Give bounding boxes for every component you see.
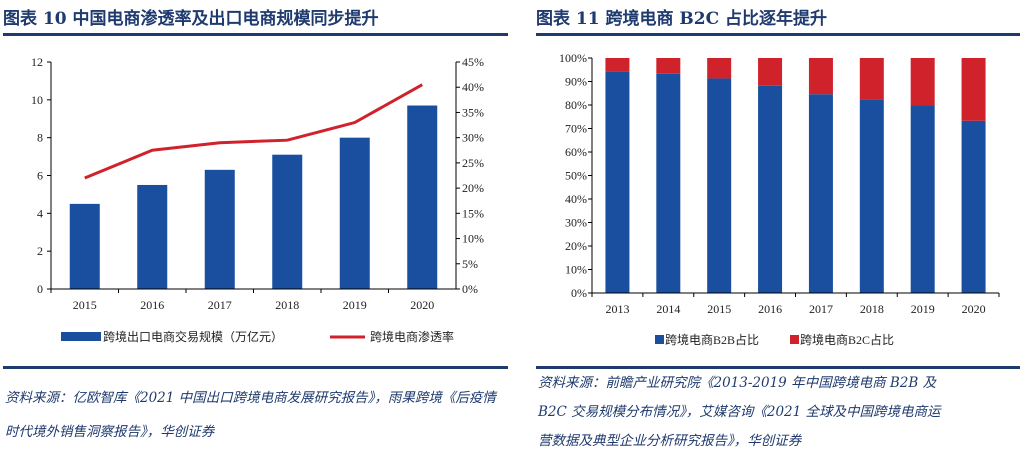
- bar-trade-scale: [407, 105, 438, 289]
- bar-b2b: [961, 120, 986, 294]
- right-y-tick-label: 45%: [462, 55, 484, 69]
- x-tick-label: 2018: [860, 302, 884, 316]
- bar-b2c: [605, 58, 630, 72]
- x-tick-label: 2020: [962, 302, 986, 316]
- left-y-tick-label: 2: [37, 244, 43, 258]
- bar-trade-scale: [339, 137, 370, 289]
- right-y-tick-label: 35%: [462, 105, 484, 119]
- y-tick-label: 30%: [565, 216, 587, 230]
- bar-b2c: [910, 58, 935, 106]
- left-source: 资料来源：亿欧智库《2021 中国出口跨境电商发展研究报告》，雨果跨境《后疫情时…: [5, 390, 496, 440]
- right-source-line: B2C 交易规模分布情况》，艾媒咨询《2021 全球及中国跨境电商运: [538, 404, 941, 420]
- x-tick-label: 2017: [809, 302, 833, 316]
- left-y-tick-label: 0: [37, 282, 43, 296]
- right-header-rule: [536, 33, 1020, 36]
- bar-trade-scale: [137, 184, 168, 289]
- y-tick-label: 60%: [565, 145, 587, 159]
- right-source-line: 资料来源：前瞻产业研究院《2013-2019 年中国跨境电商 B2B 及: [538, 375, 937, 391]
- legend-label-line: 跨境电商渗透率: [370, 329, 454, 344]
- bar-trade-scale: [272, 154, 303, 289]
- bar-b2c: [758, 58, 783, 86]
- left-y-tick-label: 12: [31, 55, 43, 69]
- bar-b2b: [808, 94, 833, 293]
- x-tick-label: 2013: [605, 302, 629, 316]
- bar-trade-scale: [69, 203, 100, 289]
- bar-b2c: [656, 58, 681, 74]
- bar-b2b: [859, 99, 884, 293]
- left-y-tick-label: 8: [37, 131, 43, 145]
- y-tick-label: 70%: [565, 122, 587, 136]
- x-tick-label: 2015: [707, 302, 731, 316]
- left-y-tick-label: 6: [37, 169, 43, 183]
- right-chart-title: 图表 11 跨境电商 B2C 占比逐年提升: [536, 9, 828, 29]
- x-tick-label: 2020: [410, 298, 434, 312]
- bar-b2b: [707, 78, 732, 293]
- legend-label-b2b: 跨境电商B2B占比: [665, 332, 759, 347]
- x-tick-label: 2016: [758, 302, 782, 316]
- right-y-tick-label: 15%: [462, 206, 484, 220]
- y-tick-label: 50%: [565, 169, 587, 183]
- left-y-tick-label: 4: [37, 206, 43, 220]
- y-tick-label: 40%: [565, 192, 587, 206]
- line-penetration-rate: [84, 83, 423, 180]
- legend-swatch-bar: [61, 332, 101, 341]
- bar-b2c: [961, 58, 986, 121]
- right-y-tick-label: 0%: [462, 282, 478, 296]
- bar-b2b: [758, 85, 783, 293]
- x-tick-label: 2017: [208, 298, 232, 312]
- x-tick-label: 2018: [275, 298, 299, 312]
- y-tick-label: 100%: [559, 51, 587, 65]
- left-header-rule: [3, 33, 508, 36]
- right-y-tick-label: 40%: [462, 80, 484, 94]
- right-footer-rule: [536, 366, 1020, 369]
- x-tick-label: 2019: [911, 302, 935, 316]
- right-y-tick-label: 10%: [462, 232, 484, 246]
- right-y-tick-label: 20%: [462, 181, 484, 195]
- right-source-line: 营数据及典型企业分析研究报告》，华创证券: [538, 433, 802, 449]
- bar-b2b: [656, 73, 681, 294]
- x-tick-label: 2016: [140, 298, 164, 312]
- left-footer-rule: [3, 366, 508, 369]
- right-y-tick-label: 5%: [462, 257, 478, 271]
- bar-b2b: [605, 71, 630, 293]
- left-chart-title: 图表 10 中国电商渗透率及出口电商规模同步提升: [3, 9, 379, 29]
- x-tick-label: 2019: [343, 298, 367, 312]
- legend-swatch-b2b: [655, 335, 664, 344]
- bar-b2b: [910, 105, 935, 293]
- x-tick-label: 2015: [73, 298, 97, 312]
- y-tick-label: 10%: [565, 263, 587, 277]
- y-tick-label: 0%: [571, 286, 587, 300]
- x-tick-label: 2014: [656, 302, 680, 316]
- left-y-tick-label: 10: [31, 93, 43, 107]
- y-tick-label: 20%: [565, 239, 587, 253]
- right-source: 资料来源：前瞻产业研究院《2013-2019 年中国跨境电商 B2B 及 B2C…: [538, 369, 1023, 456]
- legend-swatch-b2c: [790, 335, 799, 344]
- legend-label-bar: 跨境出口电商交易规模（万亿元）: [103, 329, 283, 344]
- bar-b2c: [859, 58, 884, 100]
- y-tick-label: 80%: [565, 98, 587, 112]
- bar-b2c: [707, 58, 732, 79]
- legend-label-b2c: 跨境电商B2C占比: [800, 332, 894, 347]
- right-y-tick-label: 25%: [462, 156, 484, 170]
- y-tick-label: 90%: [565, 75, 587, 89]
- right-y-tick-label: 30%: [462, 131, 484, 145]
- bar-trade-scale: [204, 169, 235, 289]
- bar-b2c: [808, 58, 833, 95]
